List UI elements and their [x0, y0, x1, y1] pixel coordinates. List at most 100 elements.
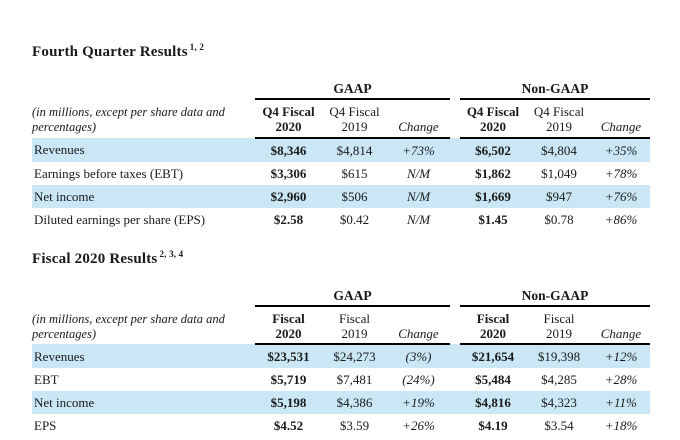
- col-header-line: Fiscal: [543, 310, 575, 326]
- col-header-line: 2019: [341, 325, 368, 341]
- column-gap: [450, 368, 460, 391]
- col-header-line: 2020: [480, 119, 506, 135]
- gaap-current-value: $2,960: [255, 184, 322, 208]
- col-header-line: Fiscal: [272, 310, 305, 326]
- gaap-current-value: $4.52: [273, 418, 304, 434]
- nongaap-change: +76%: [592, 184, 650, 208]
- table-row: Net income $2,960 $506 N/M $1,669 $947 +76%: [32, 184, 650, 208]
- nongaap-current-value: $4,816: [460, 391, 526, 415]
- col-header-line: Change: [600, 325, 642, 341]
- col-header-line: Q4 Fiscal: [533, 104, 585, 119]
- column-gap: [450, 162, 460, 185]
- col-header-line: 2020: [275, 119, 302, 135]
- nongaap-change: +78%: [604, 165, 638, 181]
- nongaap-current-value: $5,484: [475, 372, 511, 388]
- nongaap-prior-value: $4,323: [526, 391, 592, 415]
- col-header-nongaap-current: Fiscal 2020: [460, 305, 526, 346]
- fiscal-2020-results-table: GAAP Non-GAAP (in millions, except per s…: [32, 287, 650, 438]
- table-row: Earnings before taxes (EBT) $3,306 $615 N/M…: [32, 162, 650, 185]
- nongaap-prior-value: $4,804: [526, 137, 592, 162]
- gaap-prior-value: $4,386: [322, 391, 387, 415]
- nongaap-change: +18%: [604, 418, 638, 434]
- gaap-prior-value: $506: [322, 184, 387, 208]
- table-row: Revenues $23,531 $24,273 (3%) $21,654 $19,398…: [32, 344, 650, 369]
- column-gap: [450, 137, 460, 162]
- section-title-text: Fiscal 2020 Results: [32, 250, 158, 267]
- table-row: Diluted earnings per share (EPS) $2.58 $0.…: [32, 208, 650, 231]
- group-header-row: GAAP Non-GAAP: [32, 287, 650, 307]
- col-header-gaap-prior: Q4 Fiscal 2019: [322, 99, 387, 139]
- group-header-row: GAAP Non-GAAP: [32, 81, 650, 100]
- col-header-gaap-current: Fiscal 2020: [255, 305, 322, 346]
- col-header-line: 2019: [546, 325, 572, 341]
- gaap-current-value: $5,198: [255, 391, 322, 415]
- gaap-change: N/M: [406, 165, 431, 181]
- col-header-nongaap-change: Change: [592, 99, 650, 139]
- nongaap-change: +12%: [592, 344, 650, 369]
- units-note: (in millions, except per share data and …: [32, 105, 225, 134]
- gaap-group-header: GAAP: [255, 81, 450, 100]
- column-gap: [450, 288, 460, 306]
- gaap-change: N/M: [387, 184, 450, 208]
- gaap-prior-value: $3.59: [339, 418, 370, 434]
- nongaap-prior-value: $3.54: [544, 418, 574, 434]
- column-gap: [450, 99, 460, 138]
- col-header-gaap-current: Q4 Fiscal 2020: [255, 99, 322, 139]
- gaap-current-value: $5,719: [270, 372, 307, 388]
- corner-cell: [32, 81, 255, 99]
- col-header-line: Q4 Fiscal: [329, 104, 380, 119]
- gaap-change: +26%: [402, 418, 435, 434]
- gaap-current-value: $2.58: [273, 211, 304, 227]
- footnote-superscript: 2, 3, 4: [159, 248, 184, 259]
- row-label: Net income: [32, 184, 255, 208]
- gaap-current-value: $23,531: [255, 344, 322, 369]
- nongaap-current-value: $4.19: [478, 418, 508, 434]
- column-header-row: (in millions, except per share data and …: [32, 305, 650, 346]
- gaap-change: +73%: [387, 137, 450, 162]
- nongaap-prior-value: $947: [526, 184, 592, 208]
- col-header-line: Fiscal: [338, 310, 371, 326]
- nongaap-change: +11%: [592, 391, 650, 415]
- col-header-line: Q4 Fiscal: [262, 104, 315, 119]
- footnote-superscript: 1, 2: [189, 42, 205, 52]
- nongaap-group-header: Non-GAAP: [460, 81, 650, 100]
- column-gap: [450, 344, 460, 369]
- gaap-prior-value: $4,814: [322, 137, 387, 162]
- col-header-gaap-prior: Fiscal 2019: [322, 305, 387, 346]
- column-gap: [450, 306, 460, 345]
- nongaap-current-value: $1,862: [475, 165, 511, 181]
- gaap-prior-value: $0.42: [339, 211, 370, 227]
- col-header-line: 2020: [275, 325, 302, 341]
- col-header-nongaap-prior: Fiscal 2019: [526, 305, 592, 346]
- col-header-gaap-change: Change: [387, 305, 450, 346]
- gaap-change: N/M: [406, 211, 431, 227]
- nongaap-current-value: $6,502: [460, 137, 526, 162]
- gaap-current-value: $3,306: [270, 165, 307, 181]
- row-label: Revenues: [32, 137, 255, 162]
- column-gap: [450, 81, 460, 99]
- nongaap-prior-value: $19,398: [526, 344, 592, 369]
- nongaap-prior-value: $4,285: [541, 372, 577, 388]
- table-row: Net income $5,198 $4,386 +19% $4,816 $4,323 +1…: [32, 391, 650, 415]
- col-header-line: 2019: [341, 119, 368, 135]
- table-row: EBT $5,719 $7,481 (24%) $5,484 $4,285 +28%: [32, 368, 650, 391]
- column-gap: [450, 391, 460, 415]
- column-gap: [450, 414, 460, 437]
- nongaap-change: +35%: [592, 137, 650, 162]
- table-row: EPS $4.52 $3.59 +26% $4.19 $3.54 +18%: [32, 414, 650, 437]
- nongaap-change: +86%: [604, 211, 638, 227]
- column-gap: [450, 208, 460, 231]
- row-label: Net income: [32, 391, 255, 415]
- nongaap-current-value: $21,654: [460, 344, 526, 369]
- gaap-change: (3%): [387, 344, 450, 369]
- col-header-line: Fiscal: [476, 310, 510, 326]
- units-note: (in millions, except per share data and …: [32, 311, 225, 341]
- nongaap-prior-value: $0.78: [544, 211, 574, 227]
- gaap-prior-value: $615: [341, 165, 368, 181]
- col-header-nongaap-current: Q4 Fiscal 2020: [460, 99, 526, 139]
- col-header-line: Q4 Fiscal: [466, 104, 520, 119]
- row-label: Diluted earnings per share (EPS): [34, 211, 206, 227]
- row-label: Revenues: [32, 344, 255, 369]
- col-header-line: Change: [600, 119, 642, 135]
